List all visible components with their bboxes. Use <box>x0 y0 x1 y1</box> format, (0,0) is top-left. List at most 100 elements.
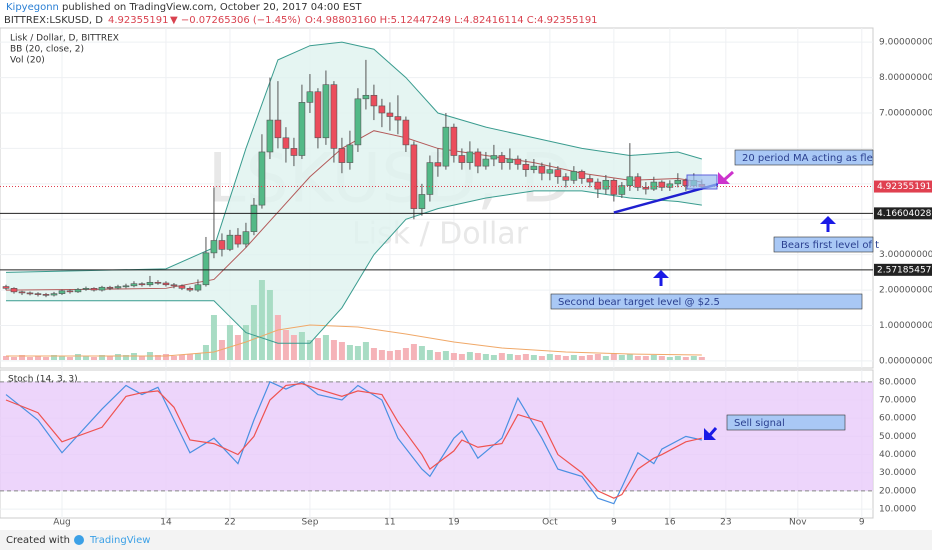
volume-bar <box>90 357 97 360</box>
y-tick-label: 1.00000000 <box>879 321 932 331</box>
candle-body <box>562 176 570 181</box>
footer-brand[interactable]: TradingView <box>89 535 150 546</box>
candle-body <box>202 252 210 286</box>
y-tick-label: 70.0000 <box>879 396 916 406</box>
x-tick-label: Sep <box>301 518 318 528</box>
candle-body <box>450 126 458 156</box>
volume-bar <box>154 355 161 360</box>
candle-body <box>386 112 394 117</box>
annotation: 20 period MA acting as fle <box>742 153 873 164</box>
volume-bar <box>522 354 529 360</box>
volume-bar <box>442 351 449 360</box>
x-tick-label: 9 <box>611 518 617 528</box>
candle-body <box>466 151 474 163</box>
volume-bar <box>2 356 9 360</box>
candle-body <box>586 178 594 183</box>
annotation-box <box>726 414 846 431</box>
candle-body <box>210 240 218 254</box>
volume-bar <box>458 354 465 360</box>
ohlc: O:4.98803160 H:5.12447249 L:4.82416114 C… <box>305 15 598 26</box>
bb-fill <box>5 42 702 344</box>
x-tick-label: 9 <box>859 518 865 528</box>
candle-body <box>498 155 506 163</box>
volume-bar <box>482 354 489 360</box>
volume-bar <box>298 332 305 360</box>
volume-bar <box>234 335 241 360</box>
volume-bar <box>346 345 353 360</box>
legend-entry: Vol (20) <box>10 56 45 66</box>
candle-body <box>226 234 234 250</box>
candle-body <box>18 291 26 294</box>
volume-bar <box>306 340 313 360</box>
volume-bar <box>178 355 185 360</box>
volume-bar <box>682 357 689 360</box>
candle-body <box>338 148 346 163</box>
volume-bar <box>498 353 505 360</box>
y-tick-label: 80.0000 <box>879 377 916 387</box>
arrows <box>653 216 836 440</box>
volume-bar <box>410 344 417 360</box>
candle-body <box>594 181 602 190</box>
candle-body <box>162 282 170 286</box>
candle-body <box>482 158 490 167</box>
volume-bar <box>586 355 593 360</box>
candle-body <box>474 151 482 167</box>
volume-bar <box>514 355 521 360</box>
candle-body <box>258 151 266 206</box>
volume-bar <box>74 354 81 360</box>
candle-body <box>530 165 538 170</box>
volume-bar <box>370 348 377 360</box>
candle-body <box>26 292 34 295</box>
volume-ma <box>5 324 702 357</box>
highlight-box <box>686 174 718 190</box>
author[interactable]: Kipyegonn <box>6 2 59 13</box>
candle-body <box>154 281 162 284</box>
candle-body <box>642 187 650 190</box>
candle-body <box>610 179 618 195</box>
volume-bar <box>602 356 609 360</box>
axis-panel-cover <box>873 140 932 250</box>
level-tag <box>874 207 932 220</box>
volume-bar <box>290 335 297 360</box>
candle-body <box>290 148 298 156</box>
level-label: 2.57185457 <box>877 265 931 275</box>
candle-body <box>522 164 530 170</box>
volume-bar <box>642 356 649 360</box>
candle-body <box>346 144 354 163</box>
volume-bar <box>578 356 585 360</box>
volume-bar <box>34 356 41 360</box>
volume-bar <box>114 354 121 360</box>
arrow-magenta <box>718 170 734 184</box>
volume-bar <box>610 353 617 360</box>
x-tick-label: 22 <box>224 518 235 528</box>
candle-body <box>122 285 130 288</box>
y-tick-label: 40.0000 <box>879 450 916 460</box>
volume-bar <box>434 352 441 360</box>
volume-bar <box>426 350 433 360</box>
volume-bar <box>42 357 49 360</box>
stoch-line <box>5 381 702 505</box>
candle-body <box>666 183 674 188</box>
candle-body <box>274 119 282 139</box>
volume-bar <box>530 355 537 360</box>
candle-body <box>298 102 306 156</box>
candle-body <box>354 98 362 146</box>
volume-bar <box>698 357 705 360</box>
candle-body <box>282 137 290 149</box>
candle-body <box>2 286 10 289</box>
volume-bar <box>138 356 145 360</box>
candle-body <box>114 286 122 289</box>
volume-bar <box>122 355 129 360</box>
annotation-box <box>773 236 874 253</box>
candle-body <box>378 105 386 114</box>
candle-body <box>554 169 562 178</box>
volume-bar <box>658 356 665 360</box>
candle-body <box>194 284 202 291</box>
volume-bar <box>466 352 473 360</box>
volume-bar <box>274 315 281 360</box>
candle-body <box>234 234 242 245</box>
volume-bar <box>50 355 57 360</box>
candle-body <box>218 240 226 250</box>
annotation: Sell signal <box>734 418 785 429</box>
candle-body <box>426 162 434 195</box>
